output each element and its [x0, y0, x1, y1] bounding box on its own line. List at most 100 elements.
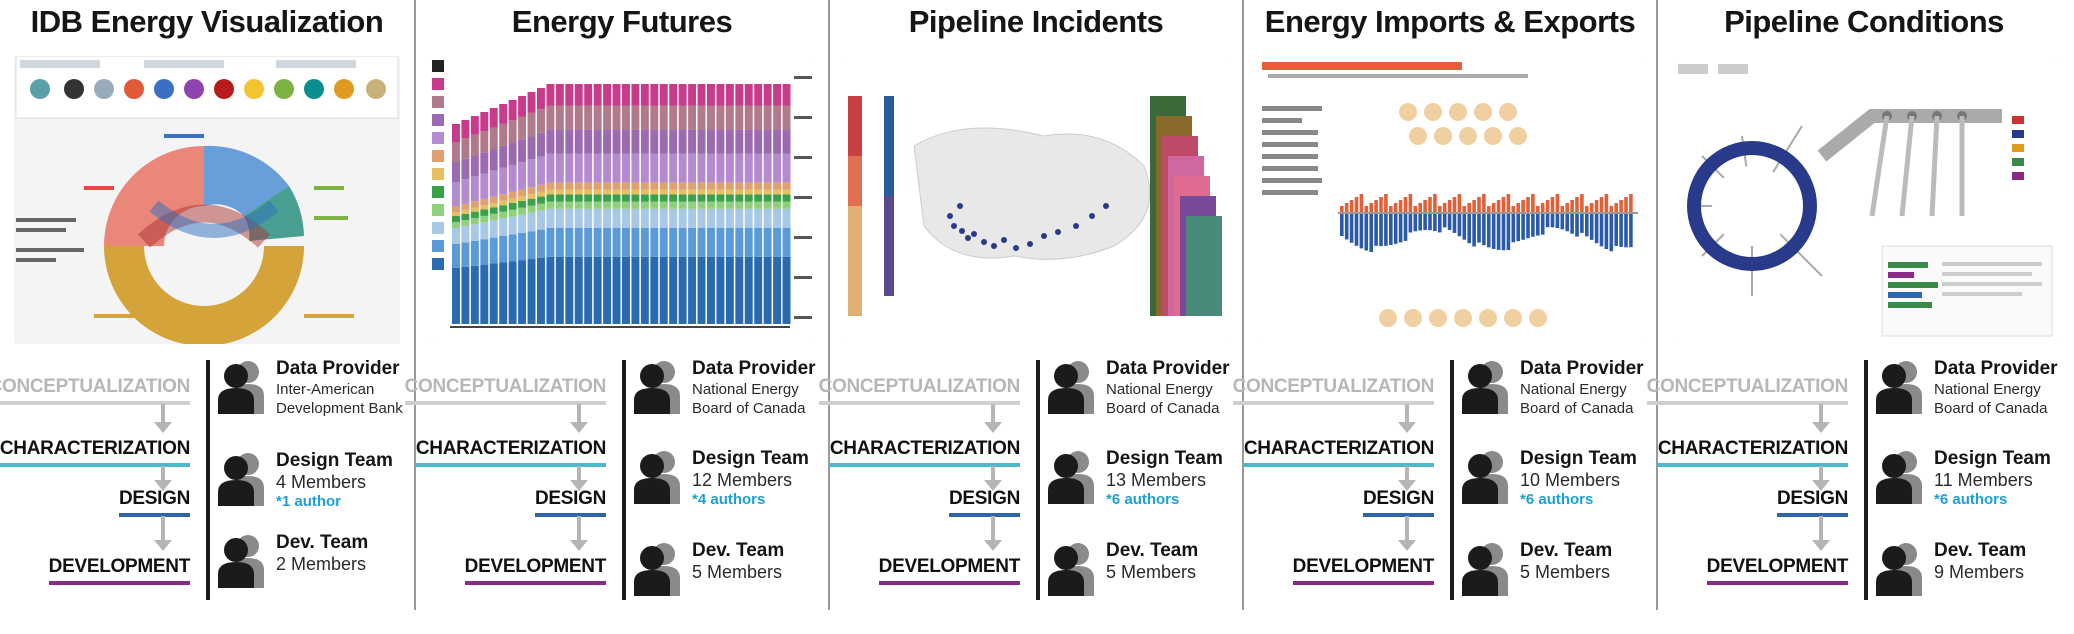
design-team-heading: Design Team	[276, 450, 393, 471]
stage-development: DEVELOPMENT	[1292, 556, 1434, 585]
dev-team-members: 2 Members	[276, 554, 367, 574]
people-icon	[1876, 361, 1922, 414]
data-provider-name-line2: Board of Canada	[692, 400, 806, 417]
stage-characterization: CHARACTERIZATION	[829, 438, 1020, 467]
people-icon	[1876, 543, 1922, 596]
people-icon	[1462, 543, 1508, 596]
stage-characterization: CHARACTERIZATION	[415, 438, 606, 467]
stage-design: DESIGN	[948, 488, 1020, 517]
panel-title: IDB Energy Visualization	[30, 4, 384, 39]
stage-conceptualization: CONCEPTUALIZATION	[404, 376, 606, 405]
stage-development: DEVELOPMENT	[878, 556, 1020, 585]
panel-idb-energy: IDB Energy Visualization	[0, 0, 414, 610]
panel-pipeline-incidents: Pipeline Incidents	[818, 0, 1242, 610]
divider-line	[1450, 360, 1454, 600]
design-team-members: 10 Members	[1520, 470, 1621, 490]
design-team-authors: *6 authors	[1106, 491, 1180, 508]
stage-design: DESIGN	[1362, 488, 1434, 517]
people-icon	[1048, 543, 1094, 596]
stacked-bar-thumbnail[interactable]	[430, 56, 816, 344]
people-icon	[634, 451, 680, 504]
people-icon	[1462, 451, 1508, 504]
dev-team-heading: Dev. Team	[1106, 540, 1199, 561]
dev-team-members: 5 Members	[1106, 562, 1197, 582]
design-team-heading: Design Team	[1520, 448, 1637, 469]
stage-development: DEVELOPMENT	[1706, 556, 1848, 585]
dev-team-heading: Dev. Team	[1520, 540, 1613, 561]
data-provider-name-line2: Board of Canada	[1106, 400, 1220, 417]
chord-diagram-thumbnail[interactable]	[14, 56, 400, 344]
pipeline-conditions-thumbnail[interactable]	[1672, 56, 2058, 344]
stage-characterization: CHARACTERIZATION	[0, 438, 190, 467]
map-thumbnail[interactable]	[844, 56, 1230, 344]
design-team-members: 12 Members	[692, 470, 793, 490]
data-provider-name-line2: Board of Canada	[1934, 400, 2048, 417]
divider-line	[1864, 360, 1868, 600]
panel-title: Energy Imports & Exports	[1264, 4, 1636, 39]
process-stages: CONCEPTUALIZATION CHARACTERIZATION DESIG…	[1232, 356, 1444, 596]
design-team-members: 11 Members	[1934, 470, 2033, 490]
divider-line	[1036, 360, 1040, 600]
panel-title: Energy Futures	[511, 4, 733, 39]
data-provider-heading: Data Provider	[1106, 358, 1230, 379]
panel-title: Pipeline Conditions	[1724, 4, 2004, 39]
stage-characterization: CHARACTERIZATION	[1243, 438, 1434, 467]
stage-design: DESIGN	[534, 488, 606, 517]
people-icon	[634, 543, 680, 596]
dev-team-heading: Dev. Team	[1934, 540, 2027, 561]
design-team-heading: Design Team	[692, 448, 809, 469]
design-team-authors: *6 authors	[1520, 491, 1594, 508]
design-team-heading: Design Team	[1106, 448, 1223, 469]
divider-line	[206, 360, 210, 600]
stage-development: DEVELOPMENT	[464, 556, 606, 585]
data-provider-name-line1: National Energy	[1934, 381, 2041, 398]
data-provider-name-line1: Inter-American	[276, 381, 375, 398]
stage-design: DESIGN	[1776, 488, 1848, 517]
data-provider-heading: Data Provider	[1934, 358, 2058, 379]
people-icon	[634, 361, 680, 414]
stage-characterization: CHARACTERIZATION	[1657, 438, 1848, 467]
data-provider-name-line1: National Energy	[1106, 381, 1213, 398]
process-stages: CONCEPTUALIZATION CHARACTERIZATION DESIG…	[1646, 356, 1858, 596]
data-provider-heading: Data Provider	[692, 358, 816, 379]
panel-energy-imports-exports: Energy Imports & Exports CONCEPTUALIZATI…	[1232, 0, 1656, 610]
people-icon	[218, 361, 264, 414]
stage-design: DESIGN	[118, 488, 190, 517]
people-icon	[218, 453, 264, 506]
people-icon	[1048, 361, 1094, 414]
data-provider-heading: Data Provider	[276, 358, 400, 379]
dev-team-heading: Dev. Team	[276, 532, 369, 553]
design-team-authors: *6 authors	[1934, 491, 2008, 508]
panel-title: Pipeline Incidents	[908, 4, 1164, 39]
data-provider-name-line1: National Energy	[1520, 381, 1627, 398]
divider-line	[622, 360, 626, 600]
stage-conceptualization: CONCEPTUALIZATION	[0, 376, 190, 405]
design-team-members: 13 Members	[1106, 470, 1207, 490]
data-provider-heading: Data Provider	[1520, 358, 1644, 379]
process-stages: CONCEPTUALIZATION CHARACTERIZATION DESIG…	[0, 356, 200, 596]
stage-conceptualization: CONCEPTUALIZATION	[1232, 376, 1434, 405]
dev-team-members: 9 Members	[1934, 562, 2025, 582]
panel-energy-futures: Energy Futures CONCEPTUALIZATION	[404, 0, 828, 610]
dev-team-heading: Dev. Team	[692, 540, 785, 561]
people-icon	[1048, 451, 1094, 504]
stage-conceptualization: CONCEPTUALIZATION	[818, 376, 1020, 405]
people-icon	[1462, 361, 1508, 414]
dev-team-members: 5 Members	[1520, 562, 1611, 582]
stage-development: DEVELOPMENT	[48, 556, 190, 585]
data-provider-name-line2: Development Bank	[276, 400, 403, 417]
design-team-heading: Design Team	[1934, 448, 2051, 469]
imports-exports-thumbnail[interactable]	[1258, 56, 1644, 344]
panel-row: IDB Energy Visualization	[0, 0, 2070, 610]
people-icon	[218, 535, 264, 588]
design-team-authors: *4 authors	[692, 491, 766, 508]
panel-pipeline-conditions: Pipeline Conditions	[1646, 0, 2070, 610]
design-team-authors: *1 author	[276, 493, 342, 510]
process-stages: CONCEPTUALIZATION CHARACTERIZATION DESIG…	[818, 356, 1030, 596]
people-icon	[1876, 451, 1922, 504]
data-provider-name-line2: Board of Canada	[1520, 400, 1634, 417]
data-provider-name-line1: National Energy	[692, 381, 799, 398]
stage-conceptualization: CONCEPTUALIZATION	[1646, 376, 1848, 405]
dev-team-members: 5 Members	[692, 562, 783, 582]
process-stages: CONCEPTUALIZATION CHARACTERIZATION DESIG…	[404, 356, 616, 596]
